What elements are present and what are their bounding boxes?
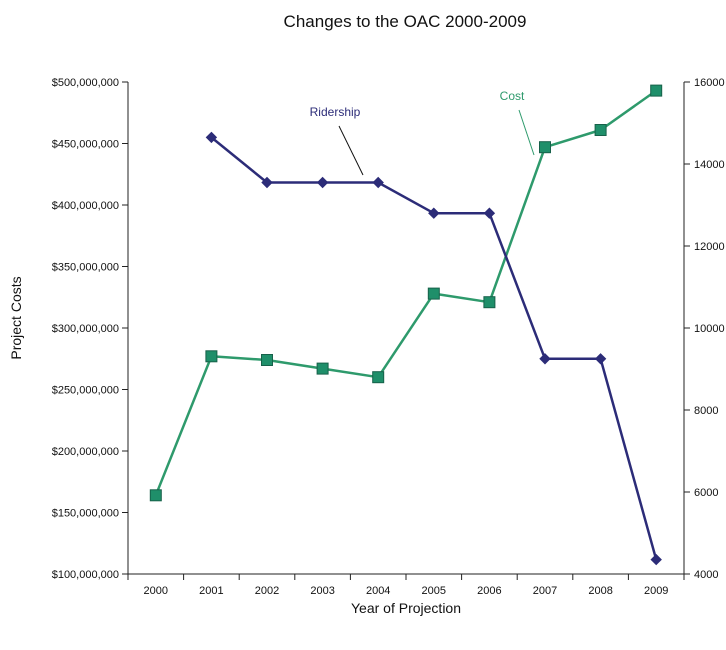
- series-layer: [149, 84, 663, 566]
- y-left-tick-label: $400,000,000: [52, 200, 119, 212]
- y-right-tick-label: 6000: [694, 487, 718, 499]
- annotation-cost-label: Cost: [500, 89, 525, 103]
- annotation-cost: Cost: [500, 89, 535, 156]
- x-axis-title: Year of Projection: [351, 600, 461, 616]
- y-right-tick-label: 12000: [694, 241, 725, 253]
- series-cost-point: [483, 296, 496, 309]
- series-ridership-point: [372, 176, 384, 189]
- series-ridership-point: [483, 207, 496, 219]
- series-ridership-point: [650, 553, 662, 566]
- y-left-ticks: $100,000,000 $150,000,000 $200,000,000 $250…: [52, 77, 128, 581]
- series-ridership-point: [316, 176, 329, 189]
- series-cost-point: [261, 354, 273, 366]
- y-left-tick-label: $200,000,000: [52, 446, 119, 458]
- series-ridership-point: [539, 353, 551, 365]
- annotation-ridership-leader: [338, 125, 364, 176]
- x-tick-label: 2006: [477, 585, 501, 597]
- x-tick-label: 2000: [144, 585, 168, 597]
- y-right-ticks: 4000 6000 8000 10000 12000 14000 16000: [684, 77, 725, 581]
- series-cost-point: [149, 489, 162, 502]
- y-left-tick-label: $500,000,000: [52, 77, 119, 89]
- series-cost: [149, 84, 663, 502]
- series-ridership-point: [594, 353, 607, 365]
- series-cost-point: [594, 124, 607, 136]
- series-ridership-point: [428, 207, 440, 219]
- series-cost-point: [539, 141, 551, 154]
- chart-title: Changes to the OAC 2000-2009: [284, 12, 527, 31]
- axes: [127, 82, 685, 575]
- y-right-tick-label: 14000: [694, 159, 725, 171]
- x-ticks: 2000 2001 2002 2003 2004 2005 2006 2007 2008 2009: [127, 574, 685, 597]
- x-tick-label: 2003: [310, 585, 334, 597]
- y-right-tick-label: 10000: [694, 323, 725, 335]
- series-cost-point: [205, 350, 218, 363]
- x-tick-label: 2002: [255, 585, 279, 597]
- y-left-tick-label: $350,000,000: [52, 262, 119, 274]
- x-tick-label: 2005: [422, 585, 446, 597]
- y-right-tick-label: 16000: [694, 77, 725, 89]
- y-left-tick-label: $300,000,000: [52, 323, 119, 335]
- y-left-tick-label: $150,000,000: [52, 508, 119, 520]
- series-ridership-point: [205, 131, 218, 144]
- x-tick-label: 2007: [533, 585, 557, 597]
- series-cost-point: [372, 371, 385, 384]
- series-ridership-line: [210, 136, 658, 560]
- series-cost-point: [316, 362, 329, 375]
- x-tick-label: 2008: [588, 585, 612, 597]
- y-left-tick-label: $100,000,000: [52, 569, 119, 581]
- annotation-cost-leader: [518, 109, 535, 156]
- y-right-tick-label: 8000: [694, 405, 718, 417]
- series-cost-point: [427, 287, 440, 300]
- x-tick-label: 2004: [366, 585, 390, 597]
- series-ridership-point: [261, 176, 273, 189]
- y-left-tick-label: $450,000,000: [52, 139, 119, 151]
- annotation-ridership: Ridership: [310, 105, 364, 176]
- annotation-ridership-label: Ridership: [310, 105, 361, 119]
- series-cost-line: [154, 89, 657, 496]
- y-axis-title: Project Costs: [8, 276, 24, 359]
- x-tick-label: 2001: [199, 585, 223, 597]
- y-left-tick-label: $250,000,000: [52, 385, 119, 397]
- series-cost-point: [650, 84, 663, 97]
- y-right-tick-label: 4000: [694, 569, 718, 581]
- series-ridership: [205, 131, 662, 566]
- x-tick-label: 2009: [644, 585, 668, 597]
